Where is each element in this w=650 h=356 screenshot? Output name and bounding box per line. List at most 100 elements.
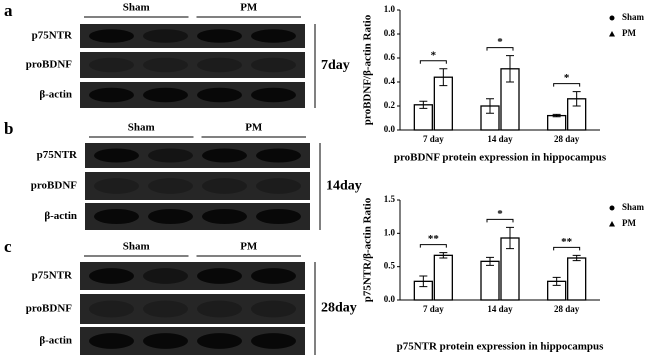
y-axis-label: proBDNF/β-actin Ratio (362, 14, 374, 125)
row-label: proBDNF (26, 59, 73, 71)
legend-marker (609, 31, 615, 37)
blot-strip (85, 172, 310, 200)
significance-label: * (431, 49, 437, 61)
blot-band (197, 300, 242, 318)
blot-band (256, 178, 301, 194)
significance-label: ** (561, 236, 573, 248)
significance-bracket (419, 244, 447, 248)
blot-band (251, 268, 296, 284)
row-label: p75NTR (37, 149, 78, 161)
legend-label: PM (622, 218, 636, 228)
error-bar (439, 68, 448, 87)
error-bar (439, 252, 448, 259)
bar (480, 260, 500, 301)
significance-label: * (497, 36, 503, 48)
blot-band (148, 208, 193, 225)
panel-letter: c (4, 237, 12, 256)
error-bar (506, 226, 514, 250)
y-tick-label: 1.0 (384, 227, 396, 237)
group-label: PM (245, 122, 263, 134)
blot-band (197, 268, 242, 284)
time-label: 7day (321, 58, 350, 73)
blot-band (94, 208, 139, 225)
significance-bracket (486, 47, 514, 51)
bar (567, 257, 587, 301)
blot-band (89, 87, 134, 103)
blot-band (202, 208, 247, 225)
row-label: β-actin (39, 89, 72, 101)
row-label: p75NTR (32, 30, 73, 42)
blot-band (251, 29, 296, 43)
y-tick-label: 0.0 (384, 294, 396, 304)
x-tick-label: 28 day (554, 304, 580, 314)
legend-marker (609, 15, 615, 21)
blot-band (89, 57, 134, 73)
group-label: PM (240, 241, 258, 253)
error-bar (419, 100, 428, 109)
error-bar (552, 276, 561, 286)
blot-band (251, 333, 296, 349)
y-tick-label: 1.5 (384, 194, 396, 204)
bar (547, 114, 567, 131)
blot-strip (80, 52, 305, 78)
blot-band (143, 87, 188, 103)
blot-band (197, 87, 242, 103)
blot-band (143, 300, 188, 318)
x-tick-label: 28 day (554, 134, 580, 144)
x-tick-label: 14 day (487, 134, 513, 144)
legend-label: Sham (622, 12, 645, 22)
blot-band (197, 29, 242, 43)
time-label: 14day (326, 179, 362, 194)
significance-label: * (497, 208, 503, 220)
blot-band (94, 178, 139, 194)
y-axis-label: p75NTR/β-actin Ratio (362, 197, 374, 302)
error-bar (572, 91, 581, 107)
y-tick-label: 1.0 (384, 4, 396, 14)
blot-band (202, 148, 247, 163)
blot-band (251, 87, 296, 103)
blot-band (256, 208, 301, 225)
blot-band (148, 178, 193, 194)
blot-band (143, 57, 188, 73)
significance-bracket (553, 246, 581, 251)
blot-band (143, 333, 188, 349)
y-tick-label: 0.4 (384, 76, 396, 86)
blot-band (202, 178, 247, 194)
chart-title: proBDNF protein expression in hippocampu… (394, 152, 607, 164)
significance-bracket (419, 60, 447, 64)
panel-letter: b (4, 119, 13, 138)
blot-band (89, 268, 134, 284)
legend-label: PM (622, 28, 636, 38)
blot-band (256, 148, 301, 163)
y-tick-label: 0.8 (384, 28, 396, 38)
panel-letter: a (4, 1, 13, 20)
group-label: PM (240, 2, 258, 14)
row-label: β-actin (44, 210, 77, 222)
y-tick-label: 0.0 (384, 124, 396, 134)
blot-band (197, 333, 242, 349)
y-tick-label: 0.2 (384, 100, 396, 110)
row-label: p75NTR (32, 270, 73, 282)
significance-label: * (564, 72, 570, 84)
blot-band (143, 268, 188, 284)
x-tick-label: 7 day (423, 304, 444, 314)
group-label: Sham (123, 241, 150, 253)
blot-band (143, 29, 188, 43)
x-tick-label: 7 day (423, 134, 444, 144)
x-tick-label: 14 day (487, 304, 513, 314)
y-tick-label: 0.5 (384, 261, 396, 271)
error-bar (552, 113, 561, 118)
error-bar (486, 256, 494, 266)
blot-band (94, 148, 139, 163)
legend-label: Sham (622, 202, 645, 212)
significance-bracket (553, 83, 581, 87)
blot-band (251, 300, 296, 318)
legend-marker (609, 221, 615, 227)
significance-label: ** (428, 233, 440, 245)
y-tick-label: 0.6 (384, 52, 396, 62)
bar (433, 254, 453, 301)
error-bar (486, 98, 494, 114)
row-label: β-actin (39, 335, 72, 347)
error-bar (419, 275, 428, 288)
